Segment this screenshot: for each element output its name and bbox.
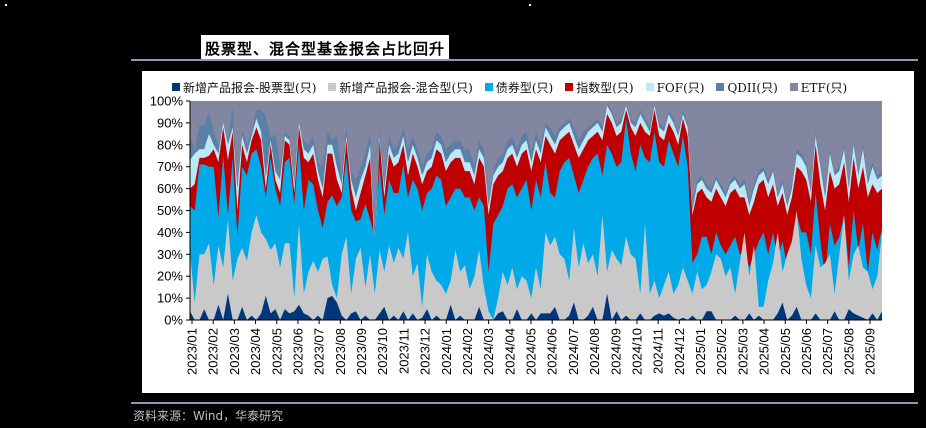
legend-item: 新增产品报会-股票型(只) <box>172 78 316 96</box>
x-tick-label: 2023/11 <box>396 328 411 374</box>
x-tick-label: 2025/06 <box>799 328 814 375</box>
x-tick-label: 2023/06 <box>290 328 305 375</box>
y-tick-label: 80% <box>157 137 183 152</box>
figure-title-bar: 股票型、混合型基金报会占比回升 <box>131 33 918 61</box>
legend-item: 指数型(只) <box>565 78 634 96</box>
x-tick-label: 2024/10 <box>629 328 644 375</box>
legend-item: QDII(只) <box>716 78 778 96</box>
legend-item: ETF(只) <box>789 78 848 96</box>
y-tick-label: 10% <box>157 291 183 306</box>
x-tick-label: 2023/07 <box>312 328 327 375</box>
x-tick-label: 2023/10 <box>375 328 390 375</box>
legend-label: 新增产品报会-股票型(只) <box>183 80 317 95</box>
chart-panel: 新增产品报会-股票型(只) 新增产品报会-混合型(只) 债券型(只) 指数型(只) FO… <box>142 71 914 393</box>
area-series <box>190 293 882 320</box>
y-tick-label: 50% <box>157 203 183 218</box>
x-tick-label: 2024/01 <box>439 328 454 375</box>
y-tick-label: 20% <box>157 269 183 284</box>
x-tick-label: 2024/09 <box>608 328 623 375</box>
x-tick-label: 2024/02 <box>460 328 475 375</box>
source-note: 资料来源：Wind，华泰研究 <box>133 409 284 423</box>
legend-label: QDII(只) <box>727 80 778 95</box>
title-divider <box>131 59 918 61</box>
top-left-artifact <box>5 4 7 6</box>
y-tick-label: 0% <box>164 313 183 328</box>
y-tick-label: 100% <box>150 94 184 109</box>
legend-swatch-icon <box>328 83 337 91</box>
x-tick-label: 2025/04 <box>757 328 772 375</box>
legend-label: 债券型(只) <box>495 80 554 95</box>
y-tick-label: 60% <box>157 181 183 196</box>
source-divider <box>131 402 918 404</box>
x-tick-label: 2025/05 <box>778 328 793 375</box>
x-tick-label: 2023/08 <box>333 328 348 375</box>
y-tick-label: 30% <box>157 247 183 262</box>
legend-label: ETF(只) <box>800 80 848 95</box>
legend-swatch-icon <box>565 83 574 91</box>
top-center-artifact <box>529 4 531 6</box>
legend-label: 新增产品报会-混合型(只) <box>339 80 473 95</box>
legend-swatch-icon <box>716 83 725 91</box>
x-tick-label: 2023/01 <box>185 328 200 375</box>
y-tick-label: 90% <box>157 115 183 130</box>
x-tick-label: 2024/08 <box>587 328 602 375</box>
x-tick-label: 2023/12 <box>418 328 433 375</box>
figure-title: 股票型、混合型基金报会占比回升 <box>201 35 450 61</box>
chart-legend: 新增产品报会-股票型(只) 新增产品报会-混合型(只) 债券型(只) 指数型(只) FO… <box>172 78 914 96</box>
stacked-area-chart: 0% 10% 20% 30% 40% 50% 60% 70% 80% 90% 100% 2023/01… <box>150 94 882 375</box>
x-tick-label: 2023/03 <box>227 328 242 375</box>
x-tick-label: 2025/02 <box>714 328 729 375</box>
x-tick-label: 2023/04 <box>248 328 263 375</box>
y-tick-label: 70% <box>157 159 183 174</box>
legend-item: FOF(只) <box>645 78 705 96</box>
x-tick-label: 2024/12 <box>672 328 687 375</box>
x-tick-label: 2023/09 <box>354 328 369 375</box>
legend-item: 债券型(只) <box>484 78 554 96</box>
x-tick-label: 2024/06 <box>545 328 560 375</box>
legend-label: 指数型(只) <box>576 80 634 95</box>
x-tick-label: 2025/09 <box>863 328 878 375</box>
legend-swatch-icon <box>789 83 798 91</box>
x-tick-label: 2024/03 <box>481 328 496 375</box>
legend-label: FOF(只) <box>656 80 705 95</box>
legend-item: 新增产品报会-混合型(只) <box>328 78 473 96</box>
x-tick-label: 2024/04 <box>502 328 517 375</box>
legend-swatch-icon <box>645 83 654 91</box>
x-tick-label: 2024/07 <box>566 328 581 375</box>
legend-swatch-icon <box>484 83 493 91</box>
x-tick-label: 2024/11 <box>651 328 666 374</box>
x-tick-label: 2025/01 <box>693 328 708 375</box>
y-tick-label: 40% <box>157 225 183 240</box>
legend-swatch-icon <box>172 83 180 91</box>
x-tick-label: 2025/07 <box>820 328 835 375</box>
x-tick-label: 2025/03 <box>735 328 750 375</box>
area-series <box>190 210 882 320</box>
x-tick-label: 2023/05 <box>269 328 284 375</box>
x-tick-label: 2025/08 <box>841 328 856 375</box>
x-tick-label: 2023/02 <box>206 328 221 375</box>
x-tick-label: 2024/05 <box>524 328 539 375</box>
